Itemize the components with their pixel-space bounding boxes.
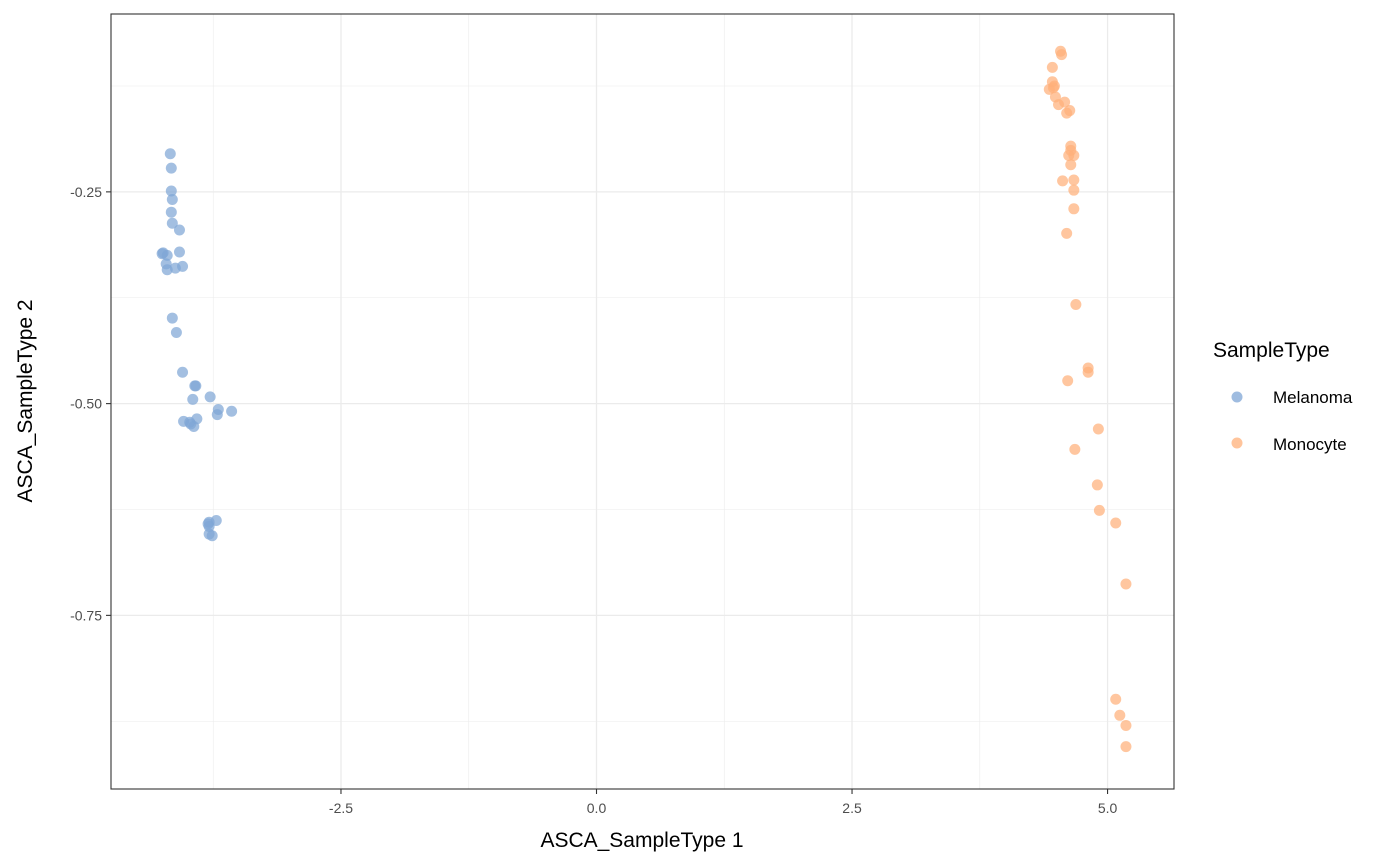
melanoma-point xyxy=(210,515,222,527)
major-gridlines xyxy=(111,14,1174,789)
monocyte-point xyxy=(1046,61,1058,73)
melanoma-point xyxy=(166,193,178,205)
melanoma-point xyxy=(206,530,218,542)
legend-key-melanoma xyxy=(1231,391,1243,403)
monocyte-point xyxy=(1082,366,1094,378)
melanoma-point xyxy=(187,393,199,405)
monocyte-point xyxy=(1068,149,1080,161)
x-tick-label: 2.5 xyxy=(842,800,862,816)
melanoma-point xyxy=(226,405,238,417)
monocyte-point xyxy=(1043,83,1055,95)
monocyte-point xyxy=(1068,174,1080,186)
monocyte-point xyxy=(1091,479,1103,491)
melanoma-point xyxy=(204,391,216,403)
monocyte-point xyxy=(1068,184,1080,196)
melanoma-point xyxy=(211,409,223,421)
monocyte-point xyxy=(1092,423,1104,435)
melanoma-point xyxy=(161,264,173,276)
legend-title: SampleType xyxy=(1213,339,1330,362)
melanoma-point xyxy=(173,246,185,258)
melanoma-point xyxy=(165,162,177,174)
monocyte-point xyxy=(1068,203,1080,215)
y-tick-label: -0.75 xyxy=(70,607,102,623)
x-tick-label: 0.0 xyxy=(587,800,607,816)
y-tick-label: -0.50 xyxy=(70,396,102,412)
melanoma-point xyxy=(165,206,177,218)
melanoma-point xyxy=(166,217,178,229)
x-tick-label: 5.0 xyxy=(1098,800,1118,816)
minor-gridlines xyxy=(111,14,1174,789)
monocyte-point xyxy=(1120,719,1132,731)
y-axis-title: ASCA_SampleType 2 xyxy=(14,299,37,502)
y-axis-ticks: -0.25 -0.50 -0.75 xyxy=(70,184,111,623)
monocyte-point xyxy=(1120,741,1132,753)
melanoma-point xyxy=(177,366,189,378)
melanoma-point xyxy=(177,260,189,272)
melanoma-point xyxy=(164,148,176,160)
data-points xyxy=(156,45,1132,753)
y-tick-label: -0.25 xyxy=(70,184,102,200)
monocyte-point xyxy=(1061,227,1073,239)
monocyte-point xyxy=(1057,175,1069,187)
x-axis-title: ASCA_SampleType 1 xyxy=(540,829,743,852)
plot-panel xyxy=(111,14,1174,789)
monocyte-point xyxy=(1056,49,1068,61)
legend: SampleType Melanoma Monocyte xyxy=(1213,339,1353,454)
melanoma-point xyxy=(190,380,202,392)
monocyte-point xyxy=(1093,504,1105,516)
melanoma-point xyxy=(166,312,178,324)
melanoma-point xyxy=(165,185,177,197)
monocyte-point xyxy=(1110,693,1122,705)
legend-label-melanoma: Melanoma xyxy=(1273,388,1353,407)
melanoma-point xyxy=(188,420,200,432)
monocyte-point xyxy=(1110,517,1122,529)
melanoma-point xyxy=(173,224,185,236)
monocyte-point xyxy=(1062,375,1074,387)
x-axis-ticks: -2.5 0.0 2.5 5.0 xyxy=(329,789,1118,816)
melanoma-point xyxy=(161,249,173,261)
monocyte-point xyxy=(1120,578,1132,590)
plot-border xyxy=(110,13,1175,790)
monocyte-point xyxy=(1053,99,1065,111)
monocyte-point xyxy=(1114,709,1126,721)
legend-label-monocyte: Monocyte xyxy=(1273,435,1347,454)
monocyte-point xyxy=(1069,443,1081,455)
legend-key-monocyte xyxy=(1231,437,1243,449)
x-tick-label: -2.5 xyxy=(329,800,353,816)
monocyte-point xyxy=(1061,107,1073,119)
monocyte-point xyxy=(1065,159,1077,171)
melanoma-point xyxy=(170,326,182,338)
monocyte-point xyxy=(1070,299,1082,311)
